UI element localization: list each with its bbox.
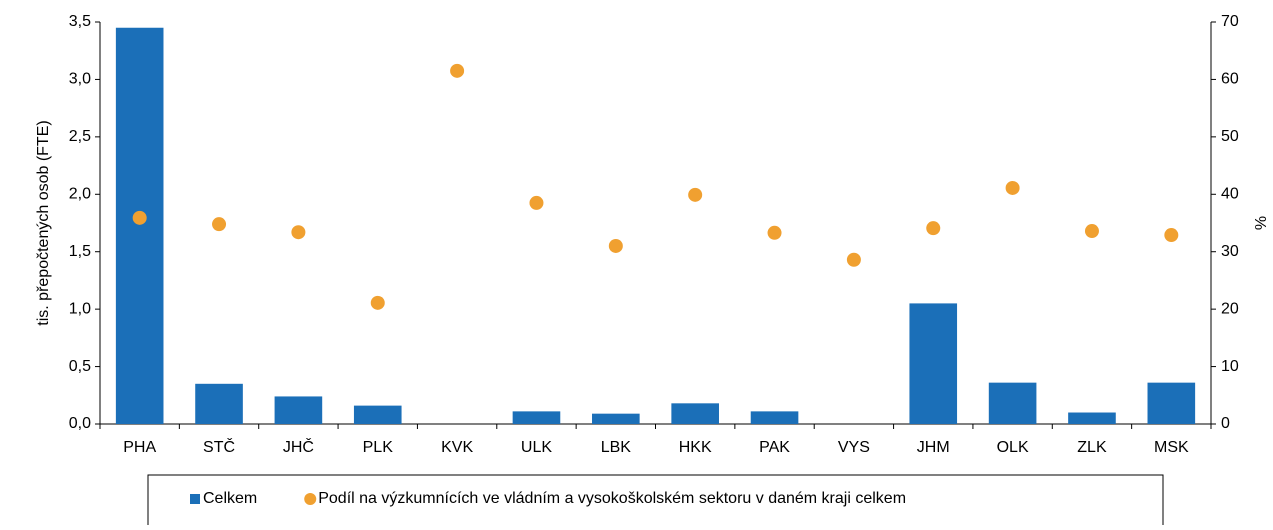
x-tick-label: JHM bbox=[917, 439, 950, 456]
x-tick-label: HKK bbox=[679, 439, 712, 456]
y-tick-label: 0,5 bbox=[69, 358, 91, 375]
x-tick-label: JHČ bbox=[283, 437, 314, 456]
bar bbox=[988, 382, 1037, 424]
bar bbox=[115, 27, 164, 424]
dot bbox=[529, 195, 544, 210]
x-tick-label: ZLK bbox=[1077, 439, 1107, 456]
x-tick-label: LBK bbox=[601, 439, 632, 456]
legend-label: Podíl na výzkumnících ve vládním a vysok… bbox=[318, 490, 906, 507]
y2-axis-title: % bbox=[1253, 216, 1270, 230]
dot bbox=[926, 221, 941, 236]
bar bbox=[671, 403, 719, 424]
y2-tick-label: 60 bbox=[1221, 71, 1239, 88]
dot bbox=[846, 252, 861, 267]
legend-label: Celkem bbox=[203, 490, 257, 507]
bar bbox=[512, 411, 561, 424]
bar bbox=[353, 405, 402, 424]
bar bbox=[274, 396, 323, 424]
y2-tick-label: 40 bbox=[1221, 186, 1239, 203]
y-axis-title: tis. přepočtených osob (FTE) bbox=[35, 120, 52, 325]
legend-box bbox=[147, 474, 1164, 530]
y-tick-label: 3,5 bbox=[69, 13, 91, 30]
bar bbox=[750, 411, 799, 424]
dot bbox=[688, 187, 703, 202]
y-tick-label: 2,5 bbox=[69, 128, 91, 145]
bar bbox=[195, 383, 243, 424]
dot bbox=[212, 217, 227, 232]
dot bbox=[450, 63, 465, 78]
y-tick-label: 3,0 bbox=[69, 71, 91, 88]
y-tick-label: 0,0 bbox=[69, 415, 91, 432]
x-tick-label: OLK bbox=[997, 439, 1029, 456]
y-tick-label: 2,0 bbox=[69, 186, 91, 203]
legend-swatch bbox=[190, 494, 200, 504]
legend-swatch bbox=[304, 493, 317, 505]
x-tick-label: PLK bbox=[363, 439, 394, 456]
dot bbox=[370, 295, 385, 310]
dot bbox=[132, 210, 147, 225]
dot bbox=[767, 225, 782, 240]
y2-tick-label: 10 bbox=[1221, 358, 1239, 375]
dot bbox=[1005, 180, 1020, 195]
dot bbox=[1084, 224, 1099, 239]
x-tick-label: MSK bbox=[1154, 439, 1189, 456]
bar bbox=[592, 413, 640, 424]
y2-tick-label: 30 bbox=[1221, 243, 1239, 260]
y2-tick-label: 0 bbox=[1221, 415, 1230, 432]
x-tick-label: KVK bbox=[441, 439, 473, 456]
x-tick-label: PHA bbox=[123, 439, 156, 456]
y2-tick-label: 50 bbox=[1221, 128, 1239, 145]
x-tick-label: STČ bbox=[203, 437, 235, 456]
x-tick-label: VYS bbox=[838, 439, 870, 456]
dot bbox=[1164, 228, 1179, 243]
dot bbox=[291, 225, 306, 240]
x-tick-label: ULK bbox=[521, 439, 552, 456]
bar bbox=[909, 303, 958, 424]
bar bbox=[1147, 382, 1196, 424]
y2-tick-label: 20 bbox=[1221, 300, 1239, 317]
y-tick-label: 1,0 bbox=[69, 300, 91, 317]
dot bbox=[608, 238, 623, 253]
y2-tick-label: 70 bbox=[1221, 13, 1239, 30]
x-tick-label: PAK bbox=[759, 439, 790, 456]
y-tick-label: 1,5 bbox=[69, 243, 91, 260]
bar bbox=[1068, 412, 1116, 424]
